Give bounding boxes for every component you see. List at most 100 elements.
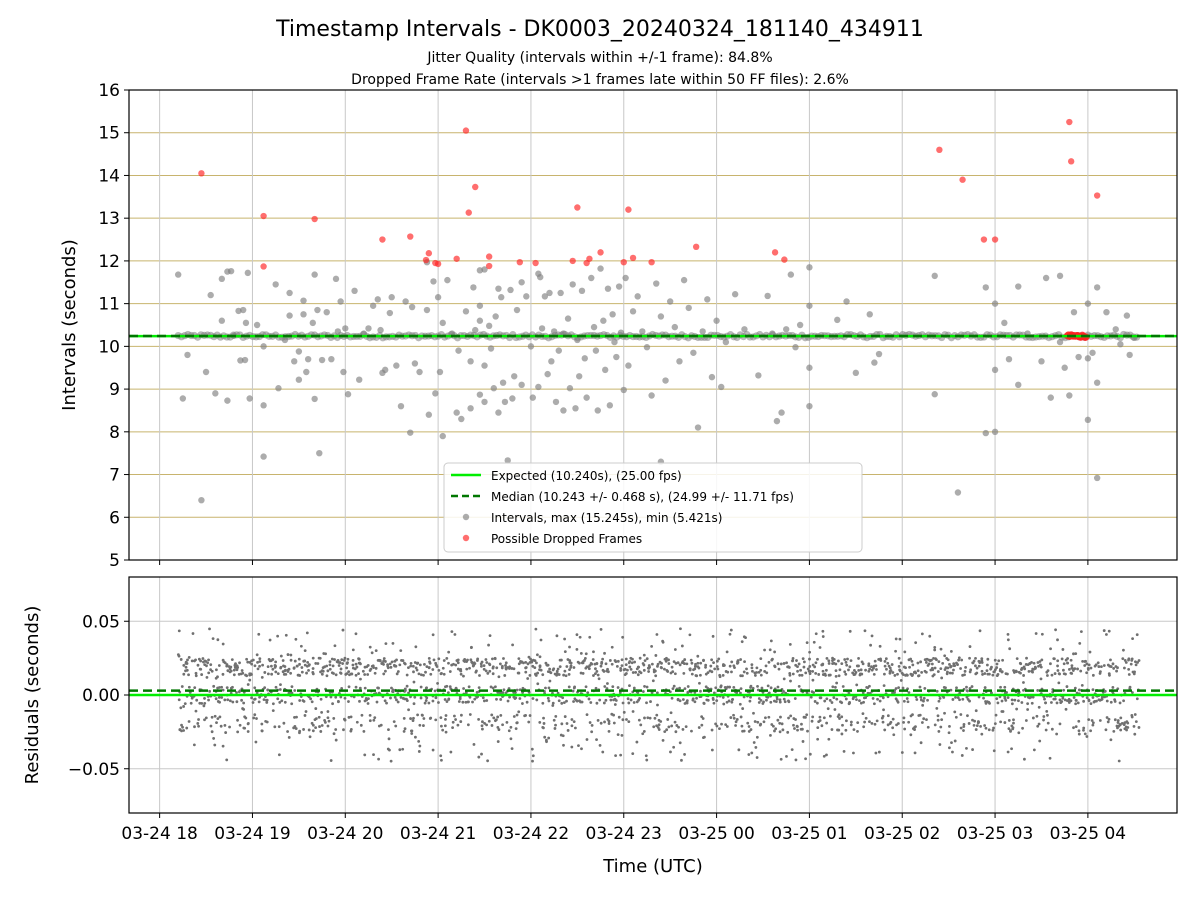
interval-point (560, 407, 567, 414)
residual-point (999, 720, 1003, 724)
residual-point (448, 670, 452, 673)
residual-point (759, 668, 763, 672)
residual-point (899, 679, 903, 682)
residual-point (253, 697, 257, 701)
residual-point (599, 627, 603, 631)
interval-point (286, 312, 293, 319)
residual-point (298, 699, 302, 702)
residual-point (481, 720, 484, 724)
residual-point (589, 701, 593, 704)
residual-point (498, 662, 502, 666)
residual-point (461, 700, 465, 704)
residual-point (368, 645, 372, 649)
residual-point (1050, 701, 1053, 704)
dropped-frame-point (198, 170, 205, 177)
residual-point (917, 674, 920, 678)
residual-point (1012, 718, 1015, 722)
residual-point (382, 672, 386, 676)
residual-point (747, 730, 751, 733)
residual-point (889, 720, 893, 724)
interval-point (224, 397, 231, 404)
residual-point (384, 642, 388, 646)
interval-point (509, 395, 516, 402)
residuals-x-tick-label: 03-24 19 (214, 824, 290, 844)
residual-point (343, 718, 347, 722)
interval-point (1047, 394, 1054, 401)
residual-point (182, 729, 186, 732)
residual-point (328, 667, 332, 671)
interval-point (741, 326, 748, 333)
residual-point (1074, 702, 1078, 706)
residual-point (826, 707, 830, 711)
residual-point (806, 729, 809, 733)
residual-point (984, 726, 988, 730)
residual-point (673, 672, 677, 676)
residual-point (759, 699, 763, 702)
interval-point (648, 392, 655, 399)
residual-point (324, 652, 327, 656)
residual-point (739, 715, 743, 719)
residual-point (886, 661, 890, 665)
residual-point (1060, 657, 1064, 661)
residual-point (947, 731, 951, 735)
residual-point (714, 686, 718, 690)
residual-point (1056, 659, 1060, 663)
residual-point (592, 650, 595, 654)
residual-point (472, 743, 476, 746)
residual-point (1034, 666, 1037, 670)
residual-point (667, 725, 671, 729)
residual-point (739, 691, 742, 695)
residual-point (447, 697, 451, 701)
interval-point (397, 402, 405, 410)
residual-point (699, 673, 702, 677)
residual-point (791, 656, 795, 660)
residual-point (940, 718, 944, 722)
residual-point (298, 674, 302, 677)
residual-point (931, 668, 935, 672)
residual-point (780, 722, 784, 726)
interval-point (931, 272, 938, 280)
residual-point (733, 666, 736, 669)
residual-point (570, 724, 574, 728)
residual-point (794, 718, 797, 721)
interval-point (202, 368, 210, 376)
residual-point (437, 669, 441, 672)
residual-point (599, 721, 603, 725)
residual-point (759, 673, 763, 677)
residual-point (232, 668, 236, 672)
interval-point (1042, 274, 1050, 282)
residual-point (225, 686, 229, 690)
residual-point (729, 716, 733, 719)
residual-point (527, 655, 531, 659)
residual-point (1102, 629, 1106, 632)
residual-point (403, 662, 407, 666)
residual-point (229, 669, 233, 673)
residual-point (791, 659, 794, 663)
residual-point (992, 726, 995, 730)
residual-point (940, 676, 944, 680)
residual-point (665, 656, 668, 660)
residual-point (425, 665, 429, 669)
residual-point (1133, 670, 1136, 674)
residual-point (541, 673, 545, 677)
residual-point (200, 673, 204, 676)
residual-point (253, 686, 257, 690)
residual-point (765, 671, 769, 675)
residual-point (441, 666, 445, 670)
residual-point (402, 730, 406, 733)
residual-point (1019, 662, 1023, 666)
dropped-frame-point (260, 212, 267, 220)
residual-point (358, 686, 362, 690)
interval-point (629, 308, 637, 315)
residual-point (331, 664, 335, 668)
residual-point (811, 670, 815, 673)
residual-point (750, 751, 754, 755)
residual-point (307, 728, 311, 732)
residual-point (217, 696, 221, 699)
residual-point (863, 720, 867, 724)
residual-point (235, 668, 239, 672)
residual-point (488, 669, 492, 673)
residual-point (728, 632, 732, 636)
residuals-y-ticks: −0.050.000.05 (68, 612, 129, 780)
interval-point (653, 280, 660, 287)
